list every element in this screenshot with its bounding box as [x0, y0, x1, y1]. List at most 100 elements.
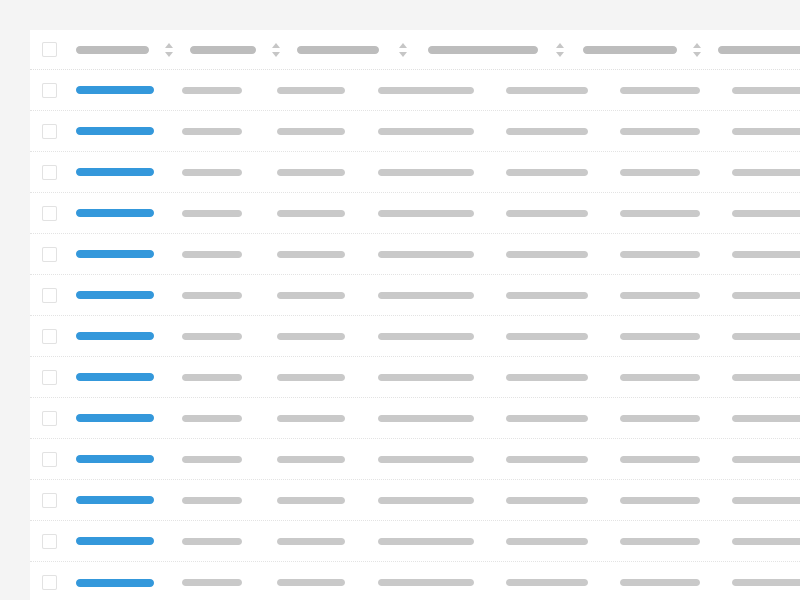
cell-placeholder-5 [506, 414, 588, 422]
skeleton-bar [277, 86, 345, 94]
table-row[interactable] [30, 480, 800, 521]
skeleton-bar [732, 86, 800, 94]
skeleton-bar [182, 127, 242, 135]
skeleton-bar [506, 291, 588, 299]
cell-placeholder-1 [76, 537, 154, 545]
caret-down [556, 51, 564, 57]
skeleton-bar [378, 455, 474, 463]
cell-placeholder-2 [182, 455, 242, 463]
sort-updown-icon-5[interactable] [693, 42, 702, 58]
cell-placeholder-6 [620, 496, 700, 504]
cell-placeholder-5 [506, 168, 588, 176]
skeleton-bar [378, 537, 474, 545]
skeleton-bar [620, 579, 700, 586]
cell-placeholder-4 [378, 579, 474, 586]
skeleton-bar [718, 45, 800, 54]
sort-updown-icon-2[interactable] [272, 42, 281, 58]
table-row[interactable] [30, 234, 800, 275]
column-header-3-placeholder[interactable] [297, 45, 379, 54]
skeleton-bar [378, 127, 474, 135]
column-header-6-placeholder[interactable] [718, 45, 800, 54]
cell-placeholder-1 [76, 496, 154, 504]
cell-placeholder-6 [620, 127, 700, 135]
table-row[interactable] [30, 275, 800, 316]
caret-up [693, 42, 701, 48]
skeleton-bar [182, 373, 242, 381]
row-checkbox-icon[interactable] [42, 164, 57, 180]
table-row[interactable] [30, 193, 800, 234]
skeleton-bar [506, 455, 588, 463]
cell-placeholder-3 [277, 455, 345, 463]
sort-updown-icon-4[interactable] [556, 42, 565, 58]
cell-placeholder-3 [277, 127, 345, 135]
cell-placeholder-2 [182, 414, 242, 422]
row-select-cell [42, 410, 76, 426]
select-all-checkbox-icon[interactable] [42, 42, 57, 57]
cell-placeholder-4 [378, 496, 474, 504]
skeleton-bar-primary [76, 537, 154, 545]
row-checkbox-icon[interactable] [42, 205, 57, 221]
row-checkbox-icon[interactable] [42, 533, 57, 549]
skeleton-bar [506, 127, 588, 135]
table-row[interactable] [30, 70, 800, 111]
cell-placeholder-7 [732, 127, 800, 135]
row-select-cell [42, 246, 76, 262]
skeleton-bar [732, 537, 800, 545]
row-checkbox-icon[interactable] [42, 369, 57, 385]
table-row[interactable] [30, 562, 800, 600]
skeleton-bar [182, 579, 242, 586]
row-checkbox-icon[interactable] [42, 328, 57, 344]
cell-placeholder-3 [277, 209, 345, 217]
table-row[interactable] [30, 398, 800, 439]
table-row[interactable] [30, 439, 800, 480]
skeleton-bar [378, 250, 474, 258]
skeleton-bar-primary [76, 86, 154, 94]
cell-placeholder-7 [732, 86, 800, 94]
skeleton-bar [620, 373, 700, 381]
skeleton-bar-primary [76, 455, 154, 463]
cell-placeholder-7 [732, 373, 800, 381]
row-checkbox-icon[interactable] [42, 287, 57, 303]
skeleton-bar [732, 291, 800, 299]
row-checkbox-icon[interactable] [42, 492, 57, 508]
column-header-1-placeholder[interactable] [76, 45, 149, 54]
sort-updown-icon-3[interactable] [399, 42, 408, 58]
cell-placeholder-7 [732, 332, 800, 340]
cell-placeholder-1 [76, 332, 154, 340]
sort-updown-icon-1[interactable] [165, 42, 174, 58]
caret-up [399, 42, 407, 48]
skeleton-bar [506, 496, 588, 504]
cell-placeholder-4 [378, 250, 474, 258]
cell-placeholder-2 [182, 496, 242, 504]
skeleton-bar [620, 496, 700, 504]
cell-placeholder-3 [277, 291, 345, 299]
skeleton-bar [620, 332, 700, 340]
cell-placeholder-3 [277, 250, 345, 258]
table-row[interactable] [30, 357, 800, 398]
row-checkbox-icon[interactable] [42, 246, 57, 262]
column-header-4-placeholder[interactable] [428, 45, 538, 54]
table-row[interactable] [30, 521, 800, 562]
skeleton-bar [378, 332, 474, 340]
row-checkbox-icon[interactable] [42, 82, 57, 98]
cell-placeholder-6 [620, 291, 700, 299]
skeleton-bar [190, 45, 256, 54]
cell-placeholder-1 [76, 373, 154, 381]
skeleton-bar [506, 537, 588, 545]
column-header-5-placeholder[interactable] [583, 45, 677, 54]
table-row[interactable] [30, 316, 800, 357]
row-checkbox-icon[interactable] [42, 451, 57, 467]
cell-placeholder-1 [76, 86, 154, 94]
row-checkbox-icon[interactable] [42, 123, 57, 139]
row-checkbox-icon[interactable] [42, 410, 57, 426]
table-row[interactable] [30, 152, 800, 193]
skeleton-bar [620, 127, 700, 135]
cell-placeholder-2 [182, 209, 242, 217]
skeleton-bar [182, 537, 242, 545]
row-checkbox-icon[interactable] [42, 575, 57, 590]
row-select-cell [42, 82, 76, 98]
skeleton-bar [506, 209, 588, 217]
skeleton-bar [428, 45, 538, 54]
column-header-2-placeholder[interactable] [190, 45, 256, 54]
table-row[interactable] [30, 111, 800, 152]
